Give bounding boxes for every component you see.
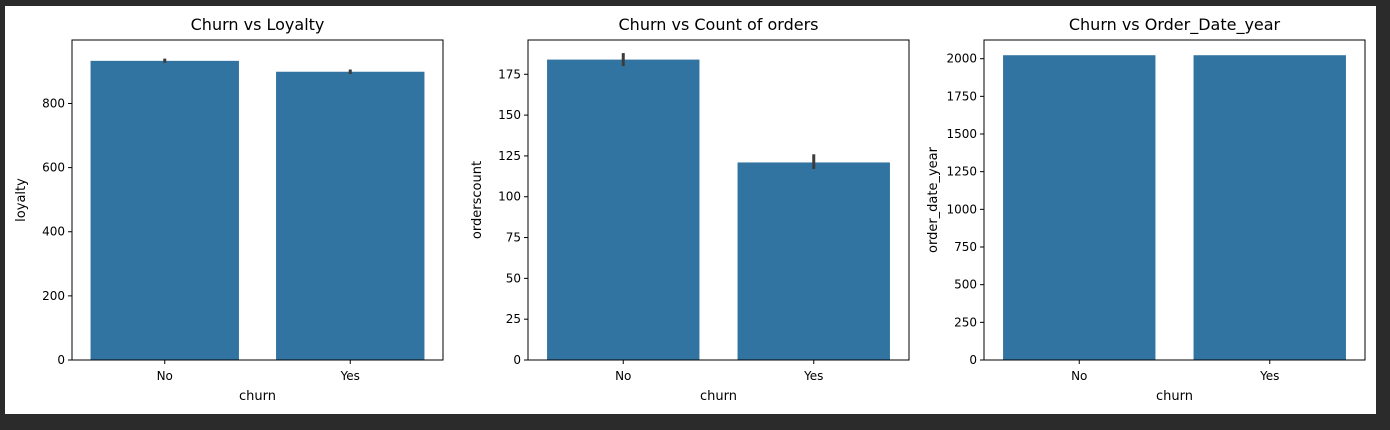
bar-no: [547, 59, 700, 361]
y-tick-label: 750: [954, 240, 977, 254]
x-tick-label: No: [615, 369, 631, 383]
y-tick-label: 500: [954, 278, 977, 292]
y-axis-label: order_date_year: [926, 146, 941, 253]
x-tick-label: No: [157, 369, 173, 383]
y-axis-label: loyalty: [14, 178, 29, 222]
bar-yes: [1193, 55, 1346, 360]
charts-figure: 0 200 400 600 800 No Yes Churn vs Loyalty churn l…: [14, 15, 1366, 404]
figure-canvas: 0 200 400 600 800 No Yes Churn vs Loyalty churn l…: [5, 6, 1376, 414]
y-tick-label: 1000: [946, 202, 977, 216]
chart-panel-3: 0 250 500 750 1000 1250 1500 1750 2000 No Yes Churn…: [926, 15, 1366, 404]
y-tick-label: 400: [42, 225, 65, 239]
bar-yes: [276, 71, 425, 361]
y-tick-label: 200: [42, 289, 65, 303]
y-tick-label: 175: [498, 67, 521, 81]
y-tick-label: 800: [42, 96, 65, 110]
y-tick-label: 1500: [946, 127, 977, 141]
x-tick-label: Yes: [340, 369, 360, 383]
y-tick-label: 50: [506, 271, 521, 285]
bar-yes: [737, 162, 890, 360]
y-tick-label: 0: [57, 353, 65, 367]
axes-frame: [527, 39, 910, 361]
y-tick-label: 2000: [946, 52, 977, 66]
axes-frame: [71, 39, 444, 361]
y-tick-label: 0: [969, 353, 977, 367]
x-axis-label: churn: [700, 389, 737, 404]
x-tick-label: No: [1071, 369, 1087, 383]
y-tick-label: 250: [954, 315, 977, 329]
chart-panel-1: 0 200 400 600 800 No Yes Churn vs Loyalty churn l…: [14, 15, 444, 404]
x-tick-label: Yes: [803, 369, 823, 383]
chart-title: Churn vs Count of orders: [619, 15, 819, 34]
y-tick-label: 125: [498, 149, 521, 163]
y-tick-label: 1750: [946, 89, 977, 103]
y-tick-label: 600: [42, 161, 65, 175]
bar-no: [90, 60, 239, 361]
chart-title: Churn vs Loyalty: [191, 15, 325, 34]
axes-frame: [983, 39, 1366, 361]
y-tick-label: 75: [506, 231, 521, 245]
y-tick-label: 150: [498, 108, 521, 122]
y-tick-label: 0: [513, 353, 521, 367]
y-tick-label: 25: [506, 312, 521, 326]
chart-title: Churn vs Order_Date_year: [1069, 15, 1281, 35]
y-tick-label: 1250: [946, 165, 977, 179]
y-axis-label: orderscount: [470, 161, 485, 239]
bar-no: [1003, 55, 1156, 360]
x-axis-label: churn: [1156, 389, 1193, 404]
x-axis-label: churn: [239, 389, 276, 404]
y-tick-label: 100: [498, 190, 521, 204]
x-tick-label: Yes: [1259, 369, 1279, 383]
chart-panel-2: 0 25 50 75 100 125 150 175 No Yes Churn vs Count o…: [470, 15, 910, 404]
